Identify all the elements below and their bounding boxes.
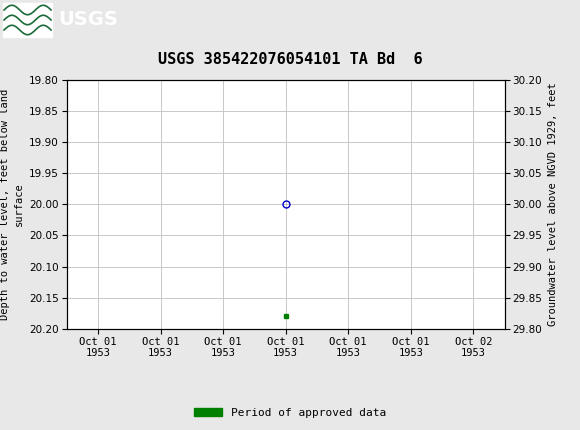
Text: USGS 385422076054101 TA Bd  6: USGS 385422076054101 TA Bd 6	[158, 52, 422, 67]
Y-axis label: Depth to water level, feet below land
surface: Depth to water level, feet below land su…	[1, 89, 24, 320]
Bar	[3, 3, 52, 37]
Legend: Period of approved data: Period of approved data	[190, 403, 390, 422]
Y-axis label: Groundwater level above NGVD 1929, feet: Groundwater level above NGVD 1929, feet	[548, 83, 557, 326]
Text: USGS: USGS	[58, 10, 118, 30]
